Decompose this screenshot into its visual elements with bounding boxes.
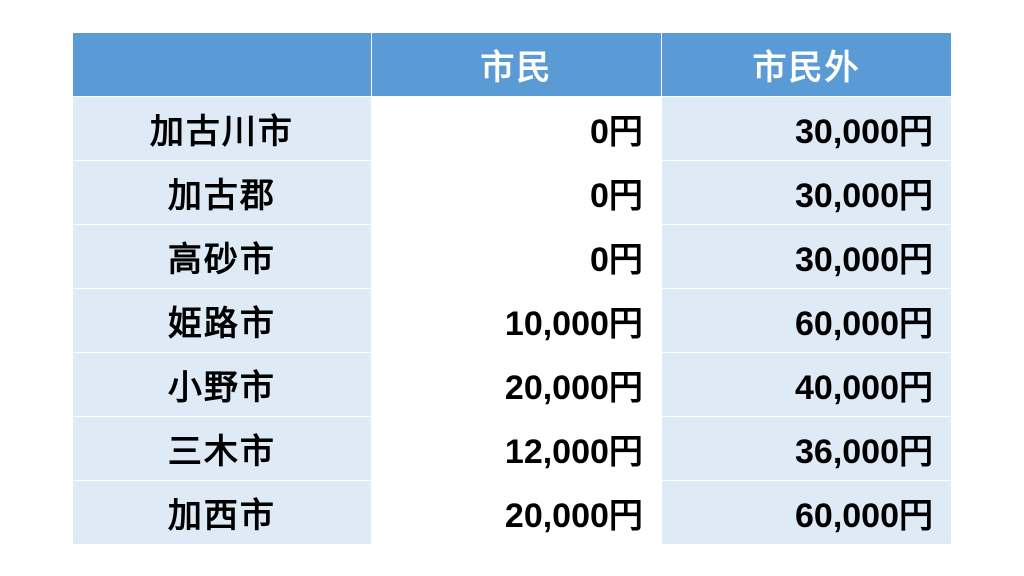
col-header-nonresident: 市民外	[661, 32, 951, 96]
row-label: 高砂市	[73, 224, 372, 288]
cell-resident: 20,000円	[371, 352, 661, 416]
table-row: 姫路市 10,000円 60,000円	[73, 288, 952, 352]
row-label: 三木市	[73, 416, 372, 480]
cell-nonresident: 30,000円	[661, 160, 951, 224]
cell-resident: 0円	[371, 96, 661, 160]
cell-nonresident: 60,000円	[661, 288, 951, 352]
cell-resident: 0円	[371, 224, 661, 288]
cell-resident: 20,000円	[371, 480, 661, 544]
table-row: 加古川市 0円 30,000円	[73, 96, 952, 160]
col-header-blank	[73, 32, 372, 96]
row-label: 小野市	[73, 352, 372, 416]
cell-resident: 0円	[371, 160, 661, 224]
cell-nonresident: 40,000円	[661, 352, 951, 416]
price-table: 市民 市民外 加古川市 0円 30,000円 加古郡 0円 30,000円 高砂…	[72, 32, 952, 545]
cell-nonresident: 36,000円	[661, 416, 951, 480]
row-label: 加古川市	[73, 96, 372, 160]
row-label: 加西市	[73, 480, 372, 544]
cell-nonresident: 30,000円	[661, 96, 951, 160]
table-row: 高砂市 0円 30,000円	[73, 224, 952, 288]
col-header-resident: 市民	[371, 32, 661, 96]
table-row: 三木市 12,000円 36,000円	[73, 416, 952, 480]
table-row: 加古郡 0円 30,000円	[73, 160, 952, 224]
cell-nonresident: 60,000円	[661, 480, 951, 544]
table-header-row: 市民 市民外	[73, 32, 952, 96]
price-table-container: 市民 市民外 加古川市 0円 30,000円 加古郡 0円 30,000円 高砂…	[72, 32, 952, 545]
row-label: 姫路市	[73, 288, 372, 352]
table-row: 加西市 20,000円 60,000円	[73, 480, 952, 544]
cell-resident: 12,000円	[371, 416, 661, 480]
row-label: 加古郡	[73, 160, 372, 224]
table-row: 小野市 20,000円 40,000円	[73, 352, 952, 416]
cell-nonresident: 30,000円	[661, 224, 951, 288]
cell-resident: 10,000円	[371, 288, 661, 352]
